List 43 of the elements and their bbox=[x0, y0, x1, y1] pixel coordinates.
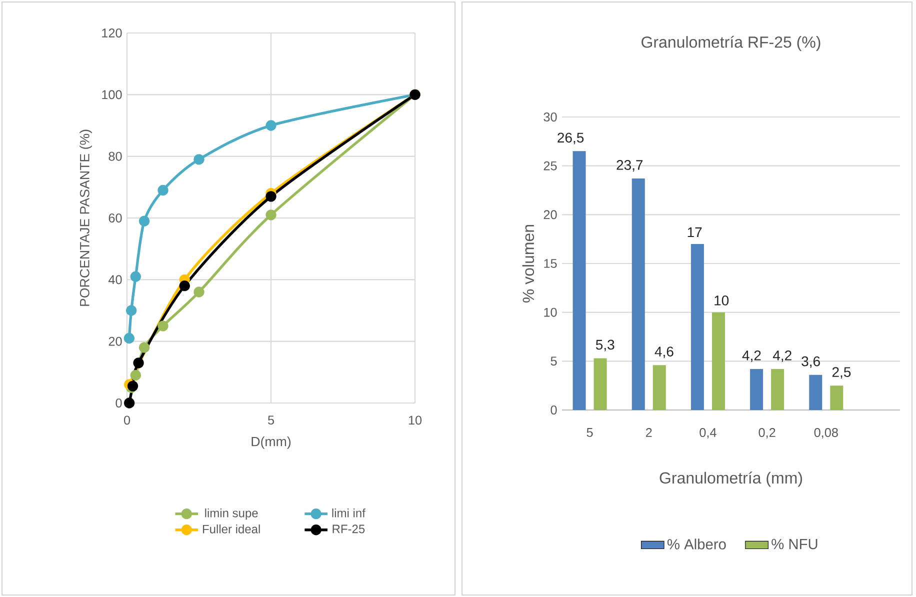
chart-title: Granulometría RF-25 (%) bbox=[642, 36, 820, 51]
legend-label: limin supe bbox=[205, 508, 258, 520]
data-label: 4,2 bbox=[742, 350, 761, 362]
data-label: 4,6 bbox=[654, 346, 674, 358]
data-label: 17 bbox=[688, 227, 702, 238]
x-tick-label: 5 bbox=[586, 428, 593, 437]
legend-label: limi inf bbox=[332, 508, 366, 518]
y-tick-label: 0 bbox=[116, 398, 122, 408]
data-label: 5,3 bbox=[596, 340, 614, 352]
y-tick-label: 30 bbox=[544, 112, 557, 122]
y-axis-title: % volumen bbox=[522, 224, 534, 303]
y-tick-label: 120 bbox=[102, 28, 122, 38]
x-tick-label: 0 bbox=[124, 416, 130, 425]
y-axis-title: PORCENTAJE PASANTE (%) bbox=[80, 130, 92, 306]
data-label: 3,6 bbox=[802, 356, 820, 368]
data-label: 10 bbox=[714, 296, 729, 306]
x-tick-label: 0,2 bbox=[758, 428, 776, 439]
x-tick-label: 5 bbox=[268, 416, 274, 425]
y-tick-label: 60 bbox=[108, 214, 122, 222]
data-label: 2,5 bbox=[832, 367, 851, 379]
y-tick-label: 20 bbox=[108, 336, 122, 346]
y-tick-label: 25 bbox=[544, 161, 557, 170]
data-label: 26,5 bbox=[558, 132, 584, 144]
y-tick-label: 5 bbox=[550, 356, 557, 366]
x-tick-label: 10 bbox=[408, 416, 422, 425]
y-tick-label: 40 bbox=[108, 275, 122, 284]
x-tick-label: 2 bbox=[646, 428, 652, 437]
legend-label: % Albero bbox=[667, 538, 726, 550]
y-tick-label: 0 bbox=[550, 406, 557, 414]
x-tick-label: 0,08 bbox=[814, 428, 838, 439]
data-label: 23,7 bbox=[616, 160, 643, 172]
data-label: 4,2 bbox=[772, 350, 792, 362]
legend-label: RF-25 bbox=[332, 524, 365, 534]
x-axis-title: D(mm) bbox=[252, 436, 291, 449]
x-axis-title: Granulometría (mm) bbox=[660, 472, 802, 487]
x-tick-label: 0,4 bbox=[700, 428, 716, 439]
y-tick-label: 10 bbox=[544, 308, 557, 317]
legend-label: Fuller ideal bbox=[202, 524, 260, 534]
y-tick-label: 20 bbox=[544, 210, 557, 220]
y-tick-label: 15 bbox=[544, 259, 557, 268]
legend-label: % NFU bbox=[772, 538, 818, 550]
y-tick-label: 80 bbox=[108, 152, 122, 161]
y-tick-label: 100 bbox=[102, 90, 122, 100]
